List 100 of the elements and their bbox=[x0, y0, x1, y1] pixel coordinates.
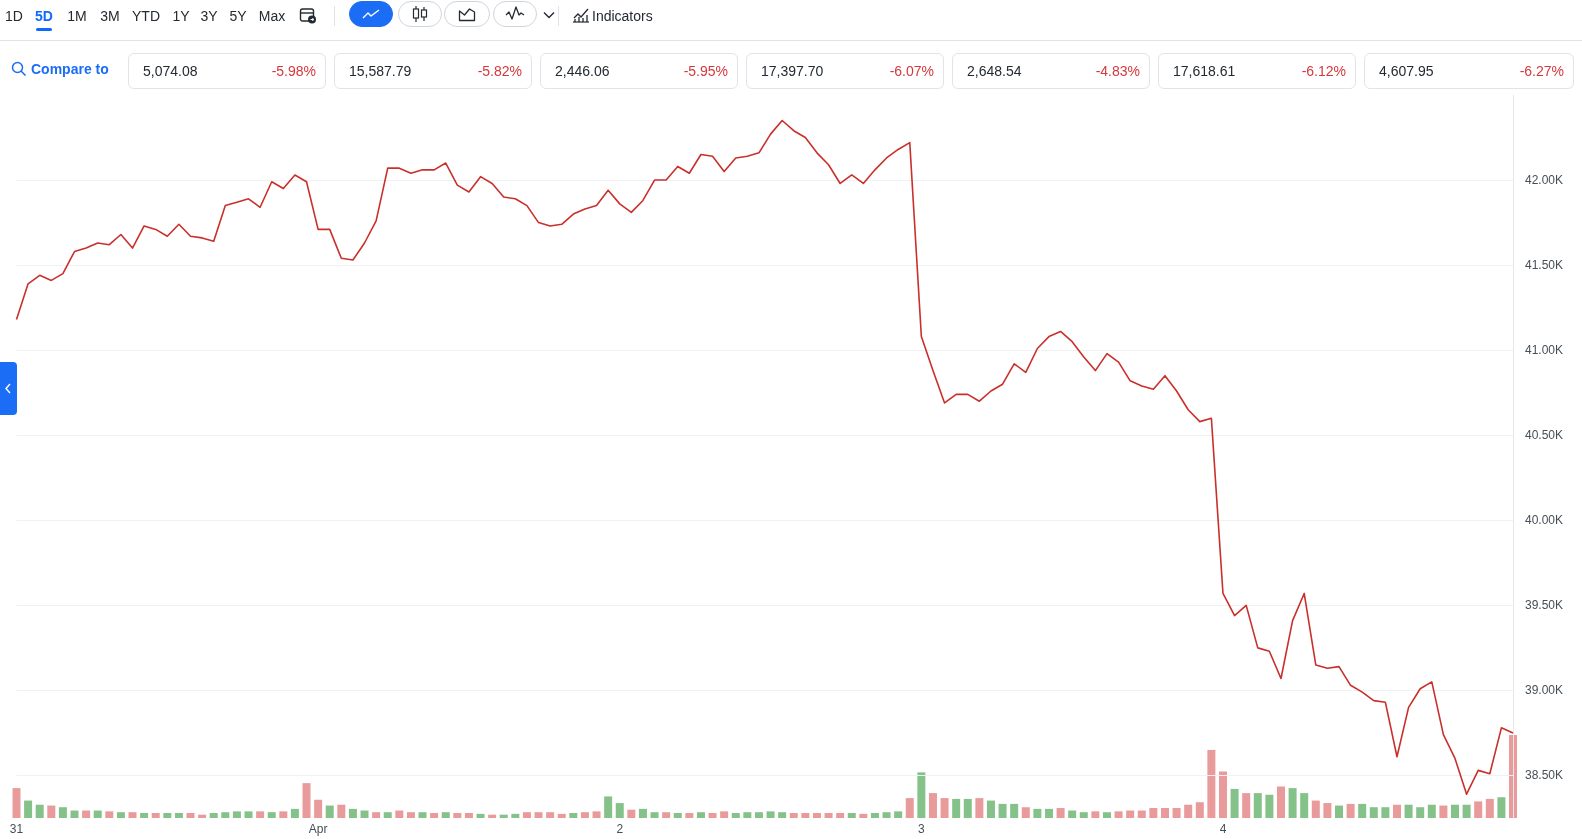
bar bbox=[847, 813, 856, 818]
bar bbox=[1439, 805, 1448, 818]
bar bbox=[1195, 802, 1204, 818]
bar bbox=[1369, 807, 1378, 818]
bar bbox=[221, 812, 230, 818]
bar bbox=[360, 810, 369, 818]
text: 1M bbox=[67, 8, 87, 24]
bar bbox=[1323, 803, 1332, 818]
bar bbox=[638, 808, 647, 818]
text: 15,587.79 bbox=[349, 63, 412, 79]
text: 2,446.06 bbox=[555, 63, 610, 79]
text: 3M bbox=[100, 8, 120, 24]
bar bbox=[882, 812, 891, 818]
text: 17,618.61 bbox=[1173, 63, 1236, 79]
bar bbox=[1033, 808, 1042, 818]
bar bbox=[1404, 804, 1413, 818]
text: Max bbox=[258, 8, 286, 24]
bar bbox=[1311, 800, 1320, 818]
text: 5Y bbox=[229, 8, 247, 24]
bar bbox=[685, 813, 694, 818]
bar bbox=[580, 812, 589, 818]
bar bbox=[1416, 807, 1425, 818]
bar bbox=[940, 798, 949, 818]
bar bbox=[476, 813, 485, 818]
bar bbox=[522, 812, 531, 818]
bar bbox=[1358, 803, 1367, 818]
bar bbox=[592, 811, 601, 818]
bar bbox=[1021, 807, 1030, 818]
bar bbox=[174, 813, 183, 818]
text: 4,607.95 bbox=[1379, 63, 1434, 79]
bar bbox=[395, 810, 404, 818]
y-tick-label: 39.50K bbox=[1525, 598, 1564, 613]
bar bbox=[615, 803, 624, 818]
text: 1Y bbox=[172, 8, 190, 24]
bar bbox=[1242, 793, 1251, 818]
text: 2,648.54 bbox=[967, 63, 1022, 79]
bar bbox=[1207, 749, 1216, 818]
bar bbox=[1068, 810, 1077, 818]
bar bbox=[1137, 810, 1146, 818]
x-tick-label: 3 bbox=[918, 822, 926, 836]
bar bbox=[1462, 804, 1471, 818]
bar bbox=[12, 788, 21, 818]
bar bbox=[209, 813, 218, 818]
bar bbox=[1218, 771, 1227, 818]
line-series bbox=[15, 119, 1514, 795]
y-tick-label: 40.00K bbox=[1525, 513, 1564, 528]
bar bbox=[662, 812, 671, 818]
bar bbox=[870, 813, 879, 818]
bar bbox=[1184, 804, 1193, 818]
bar bbox=[1091, 811, 1100, 818]
bar bbox=[604, 796, 613, 818]
bar bbox=[975, 798, 984, 818]
bar bbox=[766, 811, 775, 818]
bar bbox=[1056, 808, 1065, 818]
bar bbox=[754, 812, 763, 818]
bar bbox=[406, 812, 415, 818]
bar bbox=[905, 798, 914, 818]
bar bbox=[453, 813, 462, 818]
bar bbox=[1485, 798, 1494, 818]
text: -6.12% bbox=[1301, 63, 1346, 79]
text: -5.98% bbox=[271, 63, 316, 79]
bar bbox=[1160, 808, 1169, 818]
y-tick-label: 41.00K bbox=[1525, 343, 1564, 358]
bar bbox=[47, 805, 56, 818]
bar bbox=[1172, 808, 1181, 818]
text: 17,397.70 bbox=[761, 63, 824, 79]
bar bbox=[244, 811, 253, 818]
bar bbox=[105, 811, 114, 818]
bar bbox=[1253, 793, 1262, 818]
y-tick-label: 41.50K bbox=[1525, 258, 1564, 273]
bar bbox=[232, 811, 241, 818]
bar bbox=[35, 804, 44, 818]
text: -5.82% bbox=[477, 63, 522, 79]
bar bbox=[720, 811, 729, 818]
bar bbox=[70, 810, 79, 818]
bar bbox=[1102, 812, 1111, 818]
bar bbox=[1392, 804, 1401, 818]
bar bbox=[430, 813, 439, 818]
text: -5.95% bbox=[683, 63, 728, 79]
y-tick-label: 40.50K bbox=[1525, 428, 1564, 443]
bar bbox=[1126, 810, 1135, 818]
bar bbox=[151, 813, 160, 818]
text: Indicators bbox=[592, 8, 653, 24]
x-tick-label: Apr bbox=[308, 822, 328, 836]
bar bbox=[418, 812, 427, 818]
x-tick-label: 4 bbox=[1219, 822, 1227, 836]
bar bbox=[696, 812, 705, 818]
bar bbox=[128, 812, 137, 818]
bar bbox=[24, 800, 33, 818]
bar bbox=[93, 810, 102, 818]
bar bbox=[1427, 804, 1436, 818]
bar bbox=[1497, 797, 1506, 818]
x-tick-label: 31 bbox=[9, 822, 24, 836]
bar bbox=[348, 808, 357, 818]
bar bbox=[82, 810, 91, 818]
bar bbox=[511, 813, 520, 818]
text: 1D bbox=[5, 8, 23, 24]
bar bbox=[952, 798, 961, 818]
text: -6.07% bbox=[889, 63, 934, 79]
y-tick-label: 38.50K bbox=[1525, 768, 1564, 783]
